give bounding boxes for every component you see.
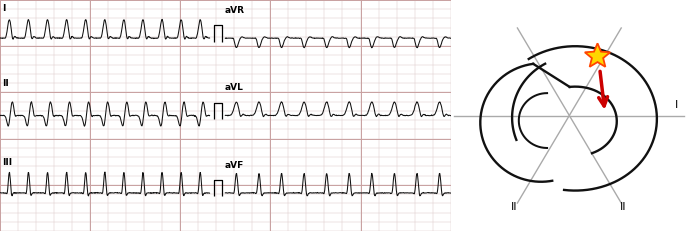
- Text: II: II: [2, 79, 9, 88]
- Text: I: I: [675, 100, 678, 110]
- Text: aVF: aVF: [225, 161, 244, 170]
- Text: II: II: [510, 202, 517, 212]
- Text: II: II: [619, 202, 626, 212]
- Text: aVR: aVR: [225, 6, 245, 15]
- Text: aVL: aVL: [225, 83, 244, 92]
- Polygon shape: [585, 43, 610, 67]
- Text: I: I: [2, 4, 6, 13]
- Text: III: III: [2, 158, 12, 167]
